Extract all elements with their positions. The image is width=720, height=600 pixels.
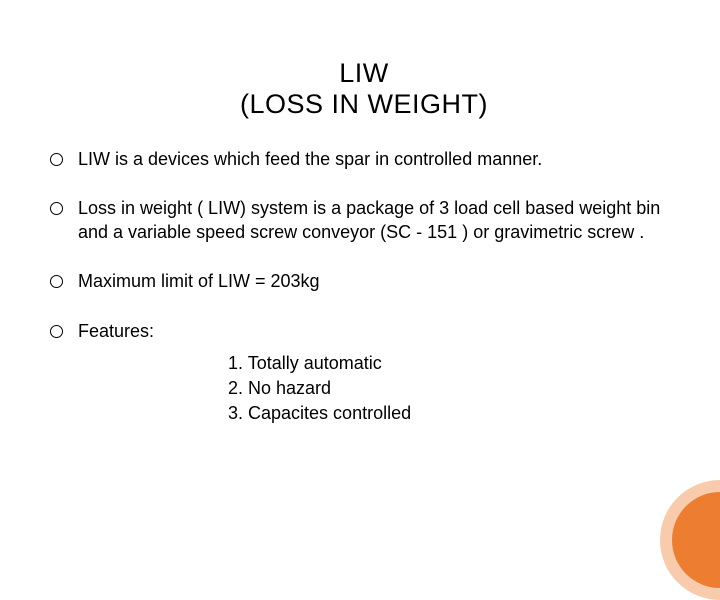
bullet-text: Maximum limit of LIW = 203kg [78,271,320,291]
bullet-item: LIW is a devices which feed the spar in … [48,148,670,171]
bullet-text: Loss in weight ( LIW) system is a packag… [78,198,660,241]
bullet-text: Features: [78,321,154,341]
bullet-item: Loss in weight ( LIW) system is a packag… [48,197,670,244]
bullet-text: LIW is a devices which feed the spar in … [78,149,542,169]
feature-item: 1. Totally automatic [228,351,670,376]
title-block: LIW (LOSS IN WEIGHT) [48,58,670,120]
title-line-1: LIW [58,58,670,89]
feature-item: 2. No hazard [228,376,670,401]
slide: LIW (LOSS IN WEIGHT) LIW is a devices wh… [0,0,720,540]
bullet-item: Maximum limit of LIW = 203kg [48,270,670,293]
feature-item: 3. Capacites controlled [228,401,670,426]
features-list: 1. Totally automatic 2. No hazard 3. Cap… [228,351,670,427]
title-line-2: (LOSS IN WEIGHT) [58,89,670,120]
bullet-item: Features: 1. Totally automatic 2. No haz… [48,320,670,427]
bullet-list: LIW is a devices which feed the spar in … [48,148,670,427]
